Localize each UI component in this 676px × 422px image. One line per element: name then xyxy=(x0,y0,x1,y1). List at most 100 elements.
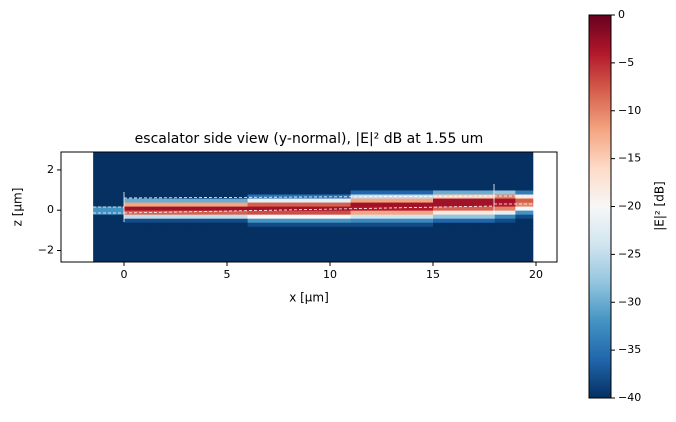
heatmap-cell xyxy=(391,198,413,203)
heatmap-cell xyxy=(391,230,413,263)
heatmap-cell xyxy=(391,190,413,195)
heatmap-cell xyxy=(330,230,352,263)
heatmap-cell xyxy=(165,214,187,219)
heatmap-cell xyxy=(124,198,146,203)
heatmap-cell xyxy=(288,230,310,263)
heatmap-cell xyxy=(206,206,228,211)
heatmap-cell xyxy=(330,202,352,207)
colorbar-tick-label: −30 xyxy=(618,295,641,308)
heatmap-cell xyxy=(227,226,249,231)
heatmap-cell xyxy=(433,190,454,195)
heatmap-cell xyxy=(185,226,207,231)
heatmap-cell xyxy=(391,206,413,211)
heatmap-cell xyxy=(474,210,496,215)
heatmap-cell xyxy=(144,226,166,231)
heatmap-cell xyxy=(515,186,534,191)
heatmap-cell xyxy=(330,214,352,219)
heatmap-cell xyxy=(309,152,331,187)
heatmap-cell xyxy=(124,230,146,263)
heatmap-cell xyxy=(412,206,434,211)
heatmap-cell xyxy=(144,190,166,195)
heatmap-cell xyxy=(309,214,331,219)
heatmap-cell xyxy=(453,218,475,223)
heatmap-cell xyxy=(165,202,187,207)
heatmap-cell xyxy=(93,230,125,263)
heatmap-cell xyxy=(288,202,310,207)
heatmap-cell xyxy=(391,152,413,187)
heatmap-cell xyxy=(309,218,331,223)
heatmap-cell xyxy=(330,186,352,191)
heatmap-cell xyxy=(433,198,454,203)
heatmap-cell xyxy=(494,222,516,227)
heatmap-cell xyxy=(268,202,290,207)
heatmap-cell xyxy=(433,194,454,199)
colorbar-tick-label: −40 xyxy=(618,391,641,404)
heatmap-cell xyxy=(227,214,249,219)
heatmap-cell xyxy=(453,226,475,231)
heatmap-cell xyxy=(330,194,352,199)
outline-line xyxy=(123,195,495,199)
heatmap-cell xyxy=(494,218,516,223)
heatmap-cell xyxy=(515,218,534,223)
heatmap-cell xyxy=(350,186,372,191)
heatmap-cell xyxy=(206,152,228,187)
heatmap-cell xyxy=(371,218,393,223)
heatmap-cell xyxy=(330,190,352,195)
heatmap-cell xyxy=(247,186,269,191)
heatmap-cell xyxy=(494,210,516,215)
heatmap-cell xyxy=(144,206,166,211)
heatmap-cell xyxy=(391,218,413,223)
heatmap-cell xyxy=(391,222,413,227)
heatmap-cell xyxy=(412,198,434,203)
heatmap-cell xyxy=(433,202,454,207)
heatmap-cell xyxy=(185,152,207,187)
colorbar-label: |E|² [dB] xyxy=(653,181,667,231)
heatmap-cell xyxy=(433,206,454,211)
x-tick-label: 20 xyxy=(529,268,543,281)
colorbar-tick-label: −20 xyxy=(618,200,641,213)
heatmap-cell xyxy=(330,210,352,215)
heatmap-cell xyxy=(474,152,496,187)
heatmap-cell xyxy=(474,222,496,227)
heatmap-cell xyxy=(247,152,269,187)
heatmap-cell xyxy=(227,222,249,227)
heatmap-cell xyxy=(93,210,125,215)
heatmap-cell xyxy=(515,190,534,195)
heatmap-cell xyxy=(371,202,393,207)
heatmap-cell xyxy=(453,198,475,203)
heatmap-cell xyxy=(474,206,496,211)
heatmap-cell xyxy=(124,218,146,223)
x-tick-label: 15 xyxy=(426,268,440,281)
heatmap-cell xyxy=(124,222,146,227)
colorbar-tick-label: −35 xyxy=(618,343,641,356)
heatmap-cell xyxy=(474,226,496,231)
heatmap-cell xyxy=(124,186,146,191)
heatmap-cell xyxy=(268,230,290,263)
heatmap-cell xyxy=(227,186,249,191)
waveguide-outline xyxy=(93,184,533,222)
heatmap-cell xyxy=(93,214,125,219)
heatmap-cell xyxy=(433,152,454,187)
heatmap-cell xyxy=(309,202,331,207)
heatmap-cell xyxy=(206,186,228,191)
heatmap-cell xyxy=(144,152,166,187)
heatmap-cell xyxy=(227,202,249,207)
heatmap-cell xyxy=(412,218,434,223)
heatmap-cell xyxy=(124,206,146,211)
heatmap-cell xyxy=(515,214,534,219)
colorbar-tick-label: −10 xyxy=(618,104,641,117)
heatmap-cell xyxy=(247,226,269,231)
heatmap-cell xyxy=(350,230,372,263)
heatmap-cell xyxy=(165,222,187,227)
heatmap-cell xyxy=(309,190,331,195)
heatmap-cell xyxy=(185,214,207,219)
heatmap-cell xyxy=(433,210,454,215)
heatmap-cell xyxy=(227,194,249,199)
heatmap-cell xyxy=(474,186,496,191)
heatmap-cell xyxy=(474,190,496,195)
heatmap-cell xyxy=(412,194,434,199)
heatmap-cell xyxy=(309,226,331,231)
heatmap-cell xyxy=(227,190,249,195)
heatmap-cell xyxy=(391,214,413,219)
heatmap-cell xyxy=(350,214,372,219)
